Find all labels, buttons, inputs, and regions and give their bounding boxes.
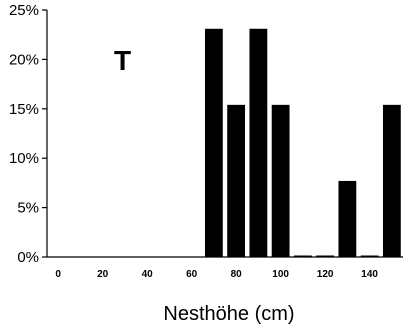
y-tick-label: 25%	[9, 2, 39, 19]
x-axis-title: Nesthöhe (cm)	[163, 303, 294, 325]
x-tick-label: 120	[317, 269, 334, 280]
x-tick-label: 0	[55, 269, 61, 280]
bar	[271, 104, 290, 258]
x-tick-label: 20	[97, 269, 109, 280]
y-tick-label: 5%	[17, 200, 39, 217]
bar	[204, 28, 223, 257]
y-tick-label: 15%	[9, 101, 39, 118]
x-tick-label: 40	[142, 269, 154, 280]
x-tick-label: 80	[231, 269, 243, 280]
bars	[204, 28, 401, 258]
x-tick-labels: 0 20 40 60 80 100 120 140	[55, 269, 378, 280]
y-tick-labels: 0% 5% 10% 15% 20% 25%	[9, 2, 39, 266]
y-tick-label: 20%	[9, 51, 39, 68]
y-tick-label: 0%	[17, 249, 39, 266]
bar	[338, 180, 357, 257]
bar	[316, 255, 335, 257]
x-tick-label: 100	[272, 269, 289, 280]
bar	[382, 104, 401, 258]
x-tick-label: 140	[361, 269, 378, 280]
bar	[249, 28, 268, 257]
x-tick-label: 60	[186, 269, 198, 280]
panel-label: T	[114, 45, 131, 76]
bar	[360, 255, 379, 257]
bar	[227, 104, 246, 258]
bar	[293, 255, 312, 257]
y-tick-label: 10%	[9, 150, 39, 167]
